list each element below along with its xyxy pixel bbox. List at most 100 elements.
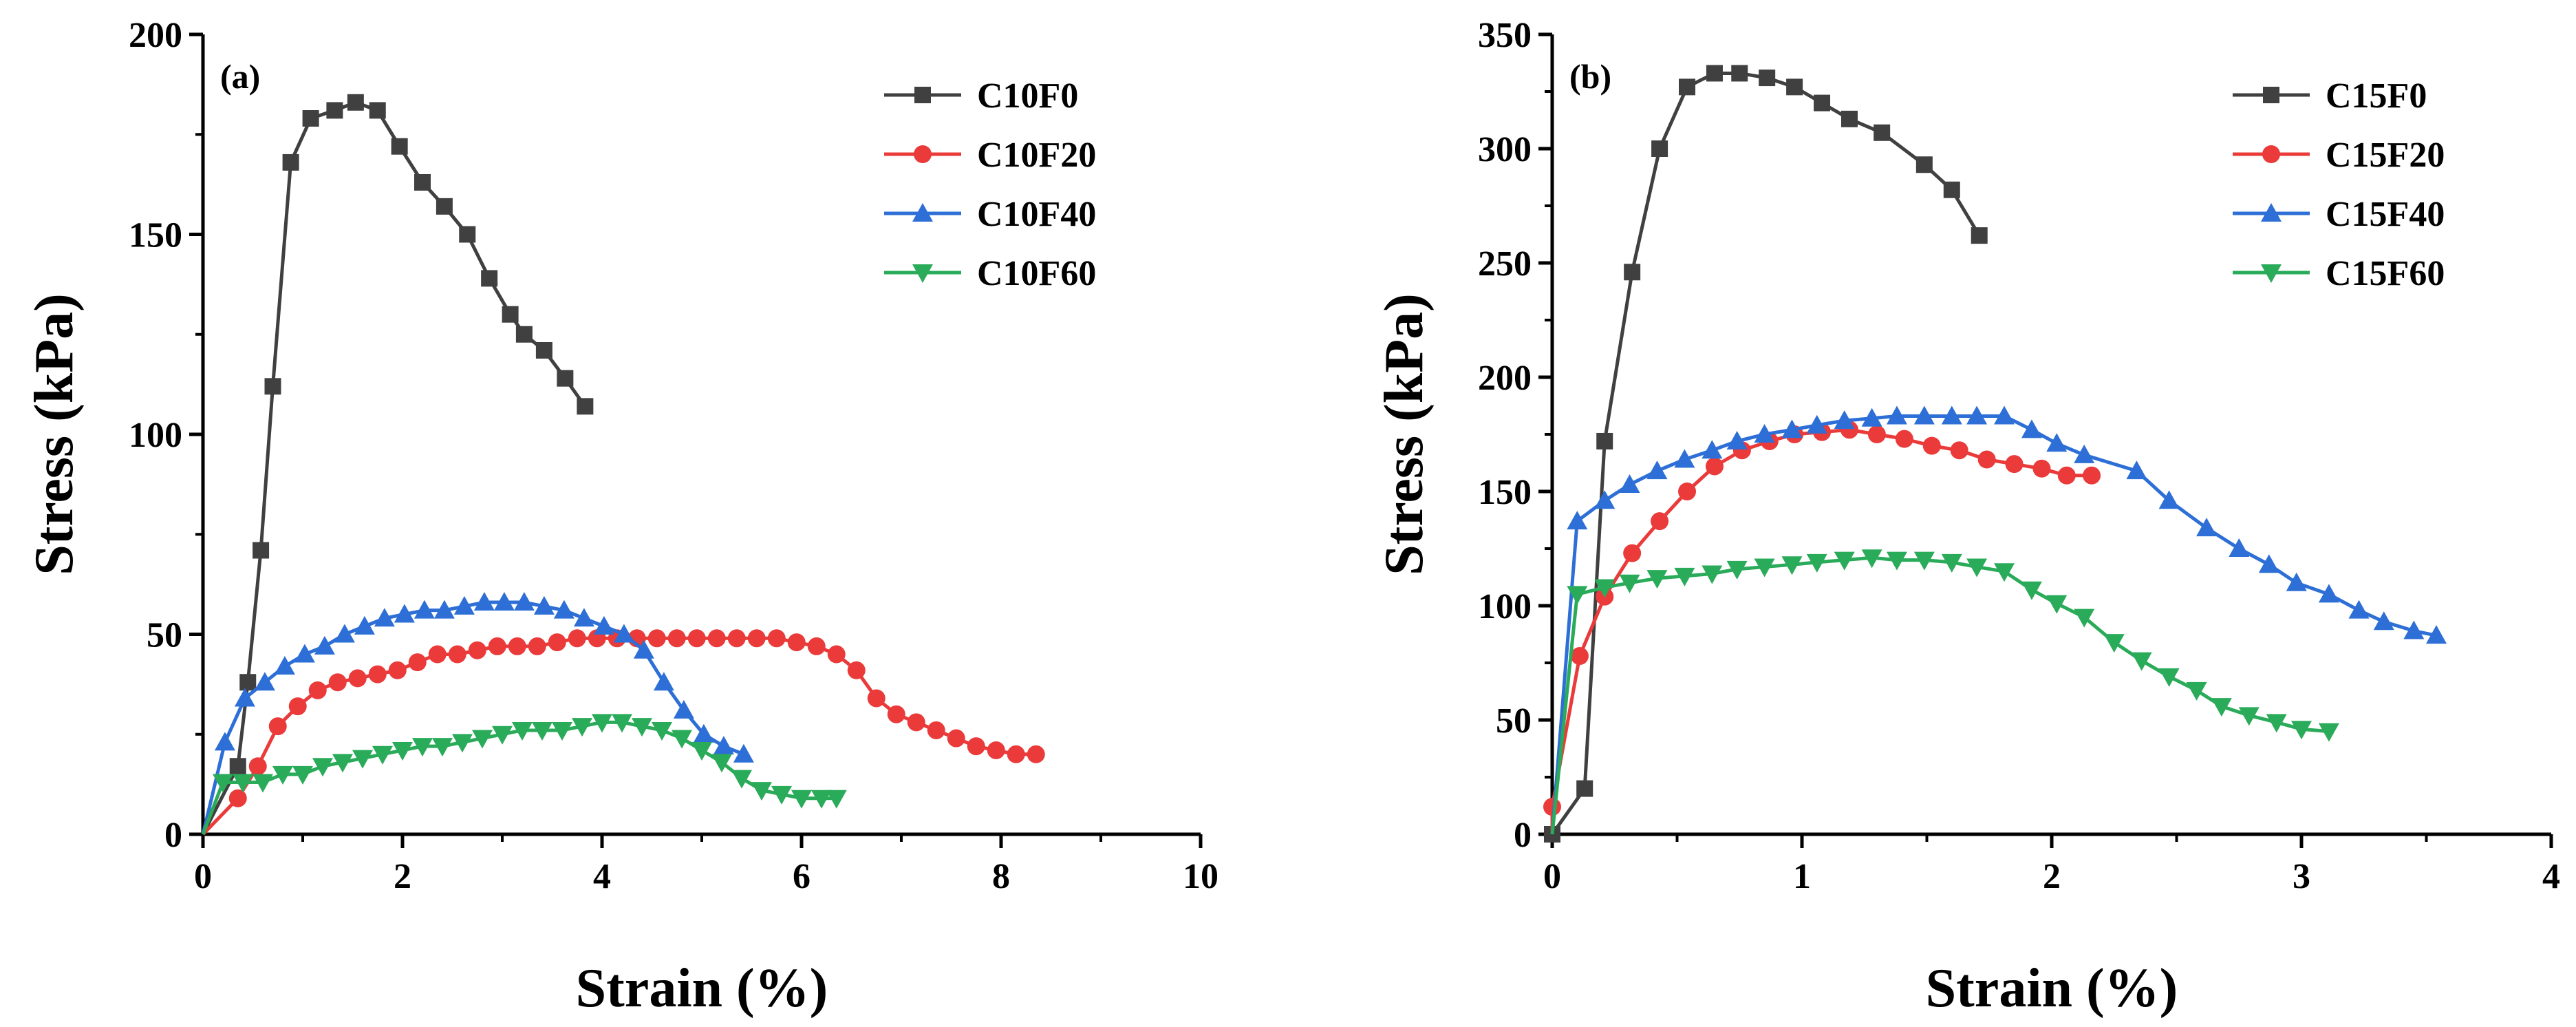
data-point	[1915, 156, 1933, 173]
data-point	[533, 595, 555, 615]
data-point	[1594, 579, 1616, 598]
x-tick-label: 4	[2542, 857, 2560, 896]
data-point	[691, 741, 712, 761]
data-point	[1781, 419, 1803, 438]
data-point	[308, 681, 327, 699]
data-point	[548, 633, 566, 652]
series-C10F20	[202, 629, 1045, 836]
data-point	[512, 721, 533, 741]
data-point	[453, 595, 475, 615]
data-point	[707, 629, 726, 648]
legend-marker	[914, 145, 932, 163]
data-point	[1754, 558, 1775, 578]
data-point	[1674, 567, 1695, 586]
data-point	[388, 661, 407, 679]
legend-label: C10F40	[977, 195, 1096, 234]
x-tick-label: 4	[593, 857, 611, 896]
data-point	[552, 721, 572, 741]
series-C10F60	[201, 714, 847, 835]
data-point	[1941, 405, 1962, 425]
legend-label: C10F60	[977, 254, 1096, 293]
series-line	[1550, 71, 1981, 836]
series-C15F0	[1544, 65, 1988, 843]
data-point	[826, 790, 847, 809]
data-point	[508, 637, 526, 655]
data-point	[1786, 78, 1803, 96]
y-tick-label: 200	[129, 16, 182, 55]
data-point	[1726, 430, 1748, 449]
data-point	[2229, 538, 2250, 557]
data-point	[633, 639, 654, 659]
data-point	[572, 718, 592, 737]
data-point	[787, 633, 806, 652]
data-point	[347, 94, 364, 111]
data-point	[2318, 723, 2339, 742]
data-point	[1623, 544, 1642, 562]
x-tick-label: 8	[992, 857, 1010, 896]
series-line	[201, 600, 744, 835]
data-point	[229, 758, 246, 775]
data-point	[713, 736, 734, 755]
data-point	[987, 741, 1005, 759]
data-point	[2158, 668, 2180, 687]
data-point	[1966, 558, 1988, 578]
data-point	[2126, 460, 2147, 480]
data-point	[248, 757, 267, 776]
data-point	[1834, 551, 1855, 571]
data-point	[731, 770, 752, 789]
data-point	[1726, 560, 1748, 580]
data-point	[2291, 721, 2312, 740]
data-point	[369, 102, 386, 119]
data-point	[653, 672, 674, 691]
legend: C15F0 C15F20 C15F40 C15F60	[2233, 76, 2445, 293]
y-axis-title: Stress (kPa)	[1374, 293, 1435, 575]
data-point	[1874, 124, 1891, 141]
data-point	[811, 790, 832, 809]
data-point	[214, 732, 235, 751]
data-point	[557, 370, 574, 387]
data-point	[268, 717, 287, 736]
data-point	[292, 765, 313, 785]
data-point	[1806, 553, 1827, 573]
data-point	[492, 726, 513, 745]
data-point	[414, 173, 431, 191]
data-point	[1624, 264, 1641, 281]
x-tick-label: 1	[1793, 857, 1811, 896]
data-point	[1651, 140, 1668, 157]
data-point	[326, 102, 343, 119]
data-point	[791, 790, 812, 809]
series-C15F60	[1550, 549, 2339, 835]
data-point	[652, 721, 672, 741]
data-point	[1966, 405, 1988, 425]
data-point	[1596, 432, 1613, 449]
data-point	[2258, 554, 2279, 573]
data-point	[2057, 466, 2076, 485]
data-point	[577, 398, 594, 415]
data-point	[2238, 707, 2260, 726]
x-tick-label: 6	[793, 857, 811, 896]
data-point	[432, 738, 453, 757]
data-point	[436, 198, 453, 215]
data-point	[1674, 449, 1695, 468]
data-point	[302, 110, 319, 127]
legend: C10F0 C10F20 C10F40 C10F60	[884, 76, 1096, 293]
y-tick-label: 50	[1496, 701, 1532, 741]
data-point	[1651, 512, 1669, 531]
data-point	[433, 600, 455, 619]
y-tick-label: 100	[129, 416, 182, 455]
data-point	[1731, 65, 1748, 82]
data-point	[967, 737, 985, 756]
data-point	[1943, 181, 1960, 198]
y-tick-label: 50	[147, 616, 182, 655]
data-point	[2046, 433, 2068, 452]
panel-label: (b)	[1569, 57, 1611, 96]
data-point	[254, 672, 275, 691]
data-point	[481, 270, 498, 287]
legend-marker	[2263, 87, 2279, 103]
data-point	[1567, 586, 1588, 605]
data-point	[2318, 584, 2339, 603]
data-point	[568, 629, 586, 648]
data-point	[887, 705, 905, 723]
x-tick-label: 2	[394, 857, 411, 896]
